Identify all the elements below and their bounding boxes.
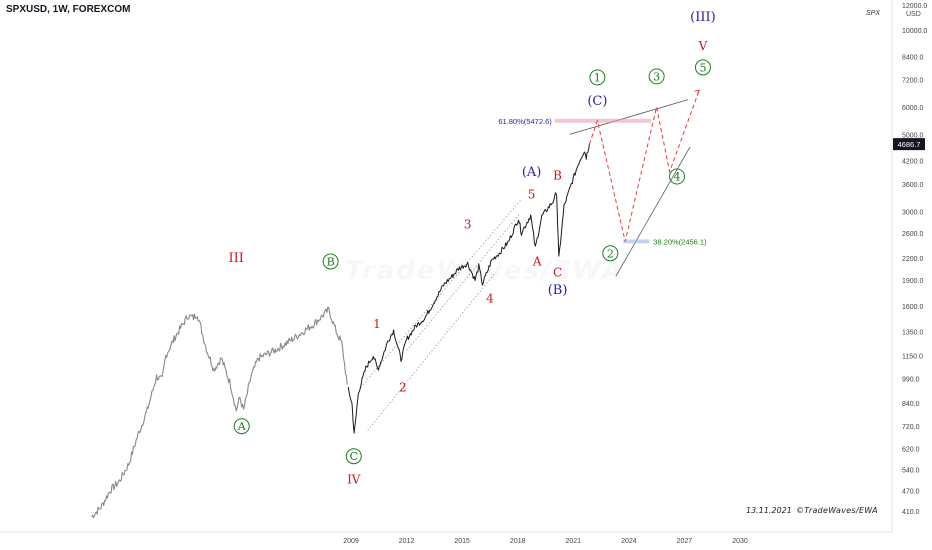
wave-label: 1 [594, 71, 601, 84]
price-axis-tick-label: 10000.0 [902, 28, 927, 35]
wave-label: 2 [607, 247, 614, 260]
wave-label-circle [694, 59, 711, 76]
wave-label-circle [589, 69, 606, 86]
footer-date: 13.11.2021 [746, 506, 792, 515]
currency-label: USD [906, 11, 921, 18]
wave-label: (B) [548, 283, 568, 298]
wave-label: 1 [373, 317, 381, 331]
price-axis-tick-label: 3000.0 [902, 209, 924, 216]
price-axis-top-label: 12000.0 [902, 3, 927, 10]
price-history-line [91, 306, 348, 519]
price-axis-tick-label: 1150.0 [902, 354, 923, 361]
price-axis-tick-label: 1600.0 [902, 304, 924, 311]
time-axis-tick-label: 2024 [621, 538, 637, 545]
fib-level-label: 38.20%(2456.1) [653, 237, 707, 246]
wave-label: 2 [399, 381, 407, 395]
time-axis-tick-label: 2027 [677, 538, 693, 545]
time-axis-tick-label: 2018 [510, 538, 526, 545]
wave-label-circle [322, 253, 339, 270]
wave-label-circle [233, 418, 250, 435]
trend-channel-line [406, 213, 520, 351]
time-axis-tick-label: 2021 [565, 538, 581, 545]
price-axis-tick-label: 720.0 [902, 424, 920, 431]
projection-path [588, 90, 700, 242]
wave-label: 4 [486, 292, 494, 306]
price-axis-tick-label: 7200.0 [902, 77, 924, 84]
trend-line [569, 99, 689, 135]
price-axis-tick-label: 2600.0 [902, 231, 924, 238]
price-axis-tick-label: 990.0 [902, 376, 920, 383]
price-axis-tick-label: 2200.0 [902, 256, 924, 263]
fib-level-band [623, 239, 650, 244]
wave-label-circle [602, 245, 619, 262]
wave-label: 3 [653, 70, 660, 83]
current-price-tag [893, 138, 925, 151]
wave-label: (A) [522, 165, 542, 180]
time-axis-tick-label: 2015 [454, 538, 470, 545]
wave-label: 3 [464, 217, 472, 231]
wave-label: B [327, 255, 335, 268]
symbol-title[interactable]: SPXUSD, 1W, FOREXCOM [6, 4, 131, 15]
fib-level-band [554, 118, 652, 123]
fib-level-label: 61.80%(5472.6) [498, 117, 552, 126]
price-axis-tick-label: 470.0 [902, 488, 920, 495]
time-axis-tick-label: 2030 [732, 538, 748, 545]
wave-label: 4 [674, 170, 681, 183]
projection-arrow [694, 89, 701, 96]
trend-line [615, 146, 691, 277]
wave-label: III [228, 251, 243, 266]
price-axis-tick-label: 1350.0 [902, 330, 924, 337]
price-line [347, 144, 590, 434]
wave-label: IV [347, 473, 361, 487]
wave-label: B [553, 169, 562, 183]
wave-label: V [698, 39, 708, 53]
wave-label: (III) [690, 10, 716, 25]
wave-label-circle [345, 448, 362, 465]
wave-label: 5 [699, 61, 706, 74]
wave-label: C [553, 265, 562, 279]
price-axis-tick-label: 6000.0 [902, 105, 924, 112]
price-axis-tick-label: 1900.0 [902, 278, 924, 285]
price-axis-tick-label: 540.0 [902, 468, 920, 475]
current-price-label: 4686.7 [898, 140, 921, 149]
price-axis-tick-label: 620.0 [902, 447, 920, 454]
trend-channel-line [367, 272, 496, 431]
time-axis-tick-label: 2012 [399, 538, 415, 545]
price-axis-tick-label: 3600.0 [902, 182, 924, 189]
footer-credit: ©TradeWaves/EWA [796, 506, 878, 515]
wave-label: (C) [587, 94, 607, 109]
wave-label-circle [669, 168, 686, 185]
wave-label: C [350, 450, 358, 463]
wave-label: 5 [528, 188, 536, 202]
wave-label-circle [648, 68, 665, 85]
price-axis-tick-label: 840.0 [902, 401, 920, 408]
price-axis-tick-label: 5000.0 [902, 132, 924, 139]
price-axis-tick-label: 4200.0 [902, 159, 924, 166]
watermark-text: TradeWaves/EWA [345, 256, 625, 286]
price-axis-tick-label: 410.0 [902, 509, 920, 516]
wave-label: A [532, 254, 542, 268]
trend-channel-line [359, 198, 522, 388]
wave-label: A [237, 420, 247, 433]
ticker-tag: SPX [866, 10, 881, 17]
price-axis-tick-label: 8400.0 [902, 54, 924, 61]
time-axis-tick-label: 2009 [343, 538, 359, 545]
